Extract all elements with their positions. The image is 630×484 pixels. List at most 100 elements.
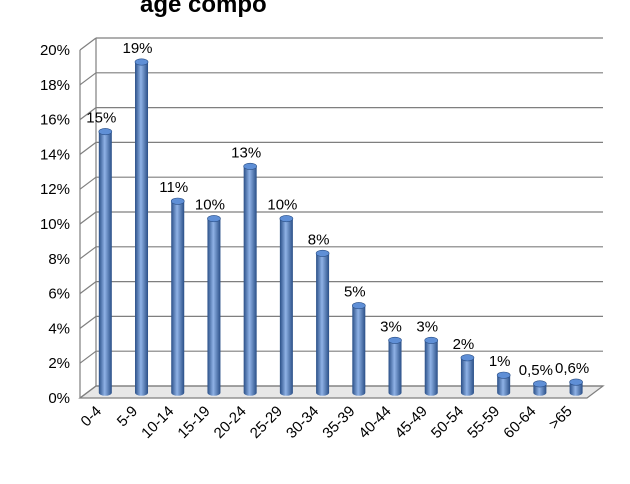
data-label: 2% — [453, 336, 475, 353]
data-label: 5% — [344, 284, 366, 301]
y-tick-label: 12% — [40, 181, 70, 198]
data-label: 15% — [86, 110, 116, 127]
bar-body — [171, 201, 185, 396]
x-tick-label: 35-39 — [319, 403, 358, 442]
data-label: 0,5% — [519, 362, 553, 379]
bar-top — [315, 249, 330, 257]
bar — [134, 58, 149, 396]
bar-top — [207, 215, 221, 223]
grid-diagonal — [79, 211, 97, 225]
bar — [352, 302, 366, 396]
bar — [279, 215, 294, 396]
bar-top — [460, 354, 475, 362]
bar-top — [134, 58, 149, 66]
bar-top — [243, 162, 257, 170]
grid-diagonal — [79, 246, 97, 260]
x-tick-label: 50-54 — [428, 403, 467, 442]
bar-top — [170, 197, 185, 205]
bar-body — [279, 218, 293, 396]
data-label: 8% — [308, 231, 330, 248]
grid-diagonal — [79, 281, 97, 295]
grid-diagonal — [79, 107, 97, 121]
data-label: 0,6% — [555, 360, 589, 377]
grid-diagonal — [79, 350, 97, 364]
bar-body — [460, 357, 474, 396]
x-tick-label: 25-29 — [247, 403, 286, 442]
x-tick-label: 45-49 — [392, 403, 431, 442]
data-label: 3% — [380, 318, 402, 335]
grid-diagonal — [79, 72, 97, 86]
bar-top — [496, 371, 511, 379]
bar-top — [279, 215, 294, 223]
bar — [315, 249, 330, 396]
y-tick-label: 10% — [40, 216, 70, 233]
x-tick-label: 40-44 — [355, 403, 394, 442]
bar-top — [388, 336, 402, 344]
bar — [207, 215, 221, 396]
bar-body — [98, 131, 112, 396]
bars — [98, 58, 583, 396]
x-tick-label: >65 — [546, 403, 576, 433]
y-tick-label: 14% — [40, 146, 70, 163]
data-label: 11% — [159, 179, 188, 196]
bar-top — [98, 128, 113, 136]
bar — [496, 371, 511, 396]
y-tick-label: 18% — [40, 77, 70, 94]
y-tick-label: 16% — [40, 112, 70, 129]
floor — [78, 385, 605, 399]
x-tick-label: 55-59 — [464, 403, 503, 442]
bar — [170, 197, 185, 396]
bar-body — [316, 253, 330, 396]
y-tick-label: 6% — [48, 286, 70, 303]
x-tick-label: 15-19 — [174, 403, 213, 442]
grid-diagonal — [79, 176, 97, 190]
x-tick-label: 5-9 — [114, 403, 141, 430]
y-tick-label: 8% — [48, 251, 70, 268]
bar-body — [388, 340, 402, 396]
chart-title: age compo — [140, 0, 267, 18]
bar-top — [533, 380, 547, 388]
data-label: 19% — [123, 40, 153, 57]
data-label: 3% — [416, 318, 438, 335]
bar-body — [135, 62, 149, 396]
bar — [388, 336, 402, 396]
bar-body — [243, 166, 257, 396]
bar-top — [352, 302, 366, 310]
bar — [533, 380, 547, 396]
bar — [424, 336, 439, 396]
y-tick-label: 2% — [48, 355, 70, 372]
bar — [460, 354, 475, 396]
data-label: 13% — [231, 144, 261, 161]
bar — [243, 162, 257, 396]
bar-top — [569, 378, 583, 386]
x-tick-label: 0-4 — [78, 403, 105, 430]
x-tick-label: 20-24 — [211, 403, 250, 442]
bar-body — [497, 375, 511, 396]
grid-diagonal — [79, 315, 97, 329]
bar-body — [569, 382, 583, 396]
y-tick-label: 0% — [48, 390, 70, 407]
grid-diagonal — [79, 37, 97, 51]
data-label: 10% — [267, 197, 297, 214]
data-label: 1% — [489, 353, 511, 370]
data-labels: 15% 19% 11% 10% 13% 10% 8% 5% 3% 3% 2% 1% 0,5% 0,6% — [86, 40, 589, 379]
grid-lines — [79, 37, 603, 399]
x-tick-label: 30-34 — [283, 403, 322, 442]
grid-diagonal — [79, 385, 97, 399]
bar — [98, 128, 113, 396]
chart-title-layer: age compo — [140, 0, 267, 18]
x-tick-label: 10-14 — [138, 403, 177, 442]
bar-top — [424, 336, 439, 344]
data-label: 10% — [195, 197, 225, 214]
y-tick-label: 20% — [40, 42, 70, 59]
x-tick-label: 60-64 — [500, 403, 539, 442]
bar — [569, 378, 583, 396]
bar-body — [424, 340, 438, 396]
plot-frame — [78, 38, 605, 399]
grid-diagonal — [79, 141, 97, 155]
y-axis-ticks: 0% 2% 4% 6% 8% 10% 12% 14% 16% 18% 20% — [40, 42, 70, 407]
bar-body — [207, 218, 221, 396]
x-axis-ticks: 0-4 5-910-1415-1920-2425-2930-3435-3940-4… — [78, 403, 576, 442]
y-tick-label: 4% — [48, 320, 70, 337]
